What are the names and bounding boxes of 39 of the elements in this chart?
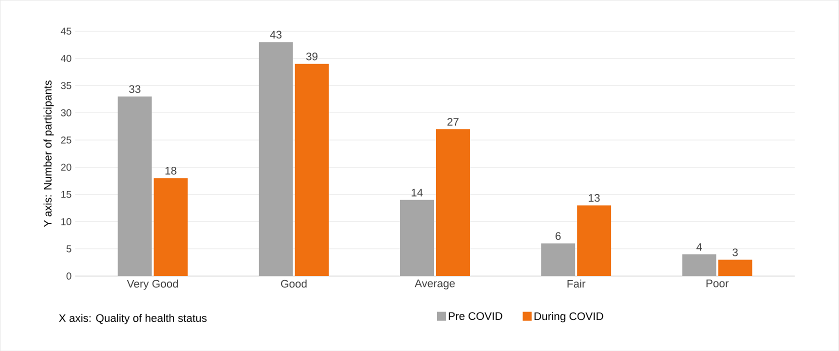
- y-tick-label: 25: [61, 136, 72, 144]
- y-tick-label: 35: [60, 82, 72, 90]
- x-tick-label: Very Good: [126, 279, 178, 290]
- data-label: 39: [306, 52, 318, 60]
- y-tick-label: 20: [61, 164, 72, 171]
- y-tick-label: 30: [60, 109, 72, 116]
- y-tick-label: 0: [66, 272, 72, 280]
- bar: [718, 260, 752, 276]
- bar: [294, 64, 329, 276]
- data-label: 6: [556, 232, 561, 240]
- y-tick-label: 45: [60, 28, 72, 35]
- data-label: 14: [412, 188, 423, 196]
- x-axis-title: X axis: Quality of health status: [58, 314, 207, 324]
- data-label: 13: [588, 194, 600, 202]
- y-tick-label: 10: [61, 218, 72, 226]
- y-tick-label: 15: [61, 190, 72, 198]
- bar: [577, 205, 612, 276]
- data-label: 33: [129, 85, 140, 93]
- x-tick-label: Good: [281, 279, 307, 288]
- x-tick-label: Poor: [706, 279, 729, 288]
- x-tick-label: Fair: [568, 279, 586, 288]
- legend-label: During COVID: [534, 312, 604, 322]
- data-label: 3: [732, 248, 738, 256]
- bar: [436, 129, 470, 276]
- x-tick-label: Average: [414, 279, 455, 290]
- bar: [258, 42, 293, 276]
- data-label: 18: [166, 166, 176, 174]
- bar: [118, 96, 152, 276]
- bar: [541, 243, 576, 276]
- data-label: 4: [696, 243, 702, 251]
- bar: [400, 200, 434, 276]
- data-label: 43: [270, 30, 282, 38]
- y-tick-label: 40: [60, 54, 72, 62]
- bar: [154, 178, 188, 276]
- y-axis-title: Y axis: Number of participants: [44, 80, 54, 227]
- bar: [682, 254, 716, 276]
- data-label: 27: [447, 118, 459, 126]
- y-tick-label: 5: [66, 245, 72, 252]
- legend-label: Pre COVID: [448, 312, 502, 320]
